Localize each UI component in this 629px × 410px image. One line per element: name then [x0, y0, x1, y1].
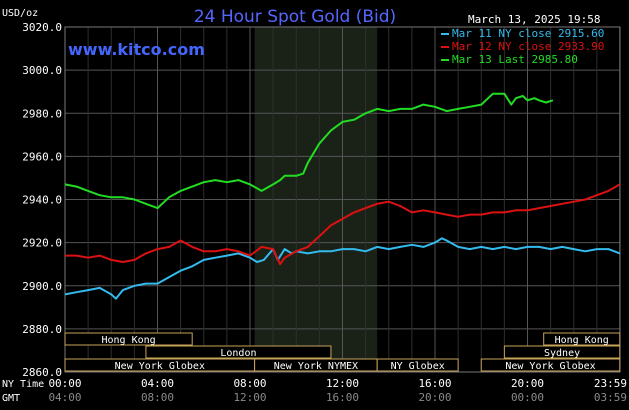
ny-time-tick: 08:00 [233, 377, 266, 390]
series-line [64, 92, 554, 210]
gmt-tick: 12:00 [233, 391, 266, 404]
gmt-tick: 04:00 [48, 391, 81, 404]
session-box [503, 345, 621, 359]
ny-time-tick: 23:59 [594, 377, 627, 390]
y-tick-label: 2900.0 [22, 280, 62, 293]
session-box [543, 332, 621, 346]
session-box [376, 358, 459, 372]
y-tick-label: 2880.0 [22, 323, 62, 336]
legend-entry: Mar 13 Last 2985.80 [452, 53, 578, 66]
y-axis: 3020.0 3000.0 2980.0 2960.0 2940.0 2920.0 2900… [22, 21, 62, 379]
session-label: New York Globex [505, 361, 595, 372]
market-sessions: Hong Kong Hong Kong London Sydney New York G… [64, 332, 621, 372]
watermark: www.kitco.com [68, 40, 205, 59]
series-line [65, 183, 621, 266]
gmt-tick: 20:00 [418, 391, 451, 404]
gmt-tick: 00:00 [511, 391, 544, 404]
session-label: Sydney [544, 348, 580, 359]
session-label: NY Globex [391, 361, 445, 372]
session-label: New York Globex [115, 361, 205, 372]
y-axis-label: USD/oz [2, 8, 38, 19]
gmt-label: GMT [2, 393, 20, 404]
gmt-tick: 16:00 [326, 391, 359, 404]
ny-time-tick: 04:00 [141, 377, 174, 390]
ny-time-tick: 20:00 [511, 377, 544, 390]
y-tick-label: 2860.0 [22, 366, 62, 379]
y-tick-label: 2920.0 [22, 237, 62, 250]
session-label: New York NYMEX [274, 361, 358, 372]
y-tick-label: 2940.0 [22, 194, 62, 207]
session-box [64, 332, 193, 346]
ny-time-label: NY Time [2, 379, 44, 390]
gmt-tick: 08:00 [141, 391, 174, 404]
legend-entry: Mar 12 NY close 2933.90 [452, 40, 604, 53]
ny-time-tick: 12:00 [326, 377, 359, 390]
session-label: Hong Kong [102, 335, 156, 346]
timestamp: March 13, 2025 19:58 [468, 13, 600, 26]
series-line [64, 237, 621, 300]
ny-time-tick: 00:00 [48, 377, 81, 390]
session-label: Hong Kong [555, 335, 609, 346]
y-tick-label: 3000.0 [22, 64, 62, 77]
chart-title: 24 Hour Spot Gold (Bid) [194, 7, 396, 27]
y-tick-label: 2980.0 [22, 107, 62, 120]
series-lines [64, 92, 621, 300]
session-box [145, 345, 332, 359]
session-box [480, 358, 621, 372]
session-label: London [220, 348, 256, 359]
y-tick-label: 3020.0 [22, 21, 62, 34]
gmt-tick: 03:59 [594, 391, 627, 404]
y-tick-label: 2960.0 [22, 150, 62, 163]
legend-entry: Mar 11 NY close 2915.60 [452, 27, 604, 40]
plot-frame [64, 26, 621, 373]
x-axis: 00:0004:0004:0008:0008:0012:0012:0016:00… [48, 377, 627, 404]
grid-lines [64, 26, 621, 373]
ny-time-tick: 16:00 [418, 377, 451, 390]
